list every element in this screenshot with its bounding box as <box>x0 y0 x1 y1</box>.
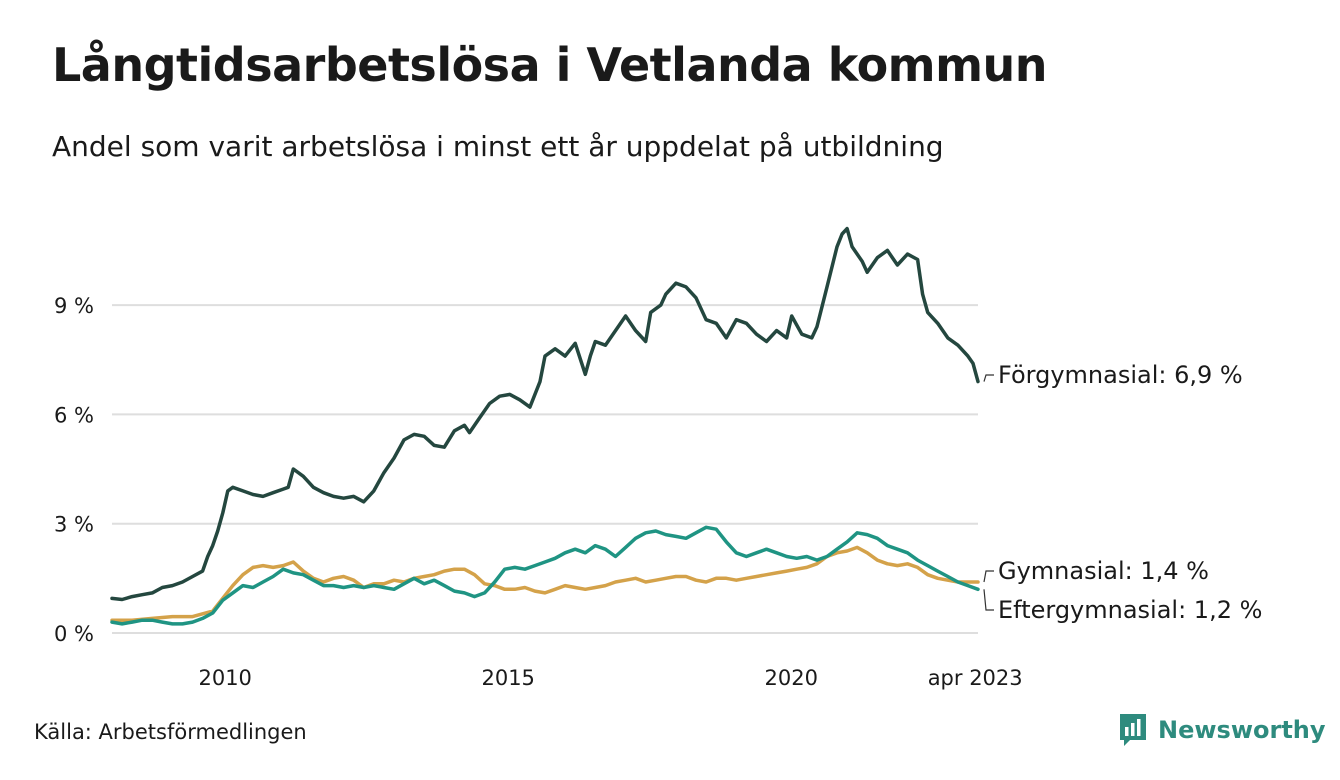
chart-subtitle: Andel som varit arbetslösa i minst ett å… <box>52 130 944 163</box>
series-line-gymnasial <box>110 545 980 622</box>
x-tick-label: 2020 <box>764 666 817 690</box>
series-lines <box>110 226 980 626</box>
source-note: Källa: Arbetsförmedlingen <box>34 720 307 744</box>
y-tick-label: 9 % <box>54 294 94 318</box>
brand-name: Newsworthy <box>1158 716 1326 744</box>
y-tick-label: 3 % <box>54 513 94 537</box>
series-line-förgymnasial <box>110 226 980 602</box>
label-connector <box>983 374 994 382</box>
label-connector <box>983 570 994 583</box>
y-tick-label: 0 % <box>54 622 94 646</box>
y-axis-ticks: 0 % 3 % 6 % 9 % <box>54 294 94 646</box>
y-tick-label: 6 % <box>54 403 94 427</box>
series-end-label: Eftergymnasial: 1,2 % <box>998 596 1262 624</box>
x-axis-ticks: 2010 2015 2020 apr 2023 <box>198 666 1022 690</box>
brand-logo: Newsworthy <box>1118 712 1326 748</box>
series-line-eftergymnasial <box>110 525 980 626</box>
series-end-label: Förgymnasial: 6,9 % <box>998 361 1243 389</box>
x-tick-label: apr 2023 <box>928 666 1023 690</box>
x-tick-label: 2015 <box>481 666 534 690</box>
chart-title: Långtidsarbetslösa i Vetlanda kommun <box>52 38 1048 92</box>
grid-lines <box>112 304 978 634</box>
series-end-labels: Förgymnasial: 6,9 % Gymnasial: 1,4 % Efter… <box>983 361 1262 624</box>
series-end-label: Gymnasial: 1,4 % <box>998 557 1209 585</box>
x-tick-label: 2010 <box>198 666 251 690</box>
label-connector <box>983 589 994 611</box>
newsworthy-logo-icon <box>1120 714 1146 746</box>
